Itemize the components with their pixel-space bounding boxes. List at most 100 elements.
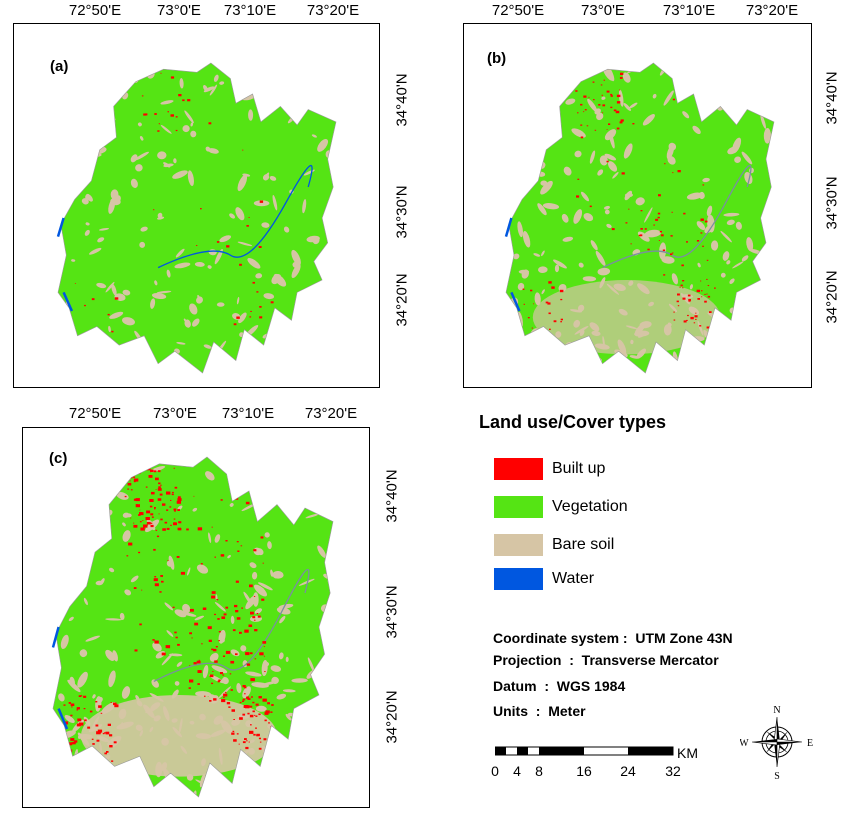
built-up-pixel [177, 643, 180, 646]
built-up-pixel [188, 687, 191, 689]
bare-soil-patch [94, 776, 101, 782]
built-up-pixel [242, 685, 246, 688]
built-up-pixel [100, 712, 103, 714]
built-up-pixel [670, 253, 673, 256]
built-up-pixel [659, 230, 662, 233]
bare-soil-patch [209, 652, 219, 662]
built-up-pixel [540, 340, 544, 344]
built-up-pixel [655, 218, 659, 221]
bare-soil-patch [724, 100, 733, 110]
bare-soil-patch [571, 128, 586, 138]
bare-soil-patch [68, 169, 78, 177]
bare-soil-patch [582, 348, 594, 353]
built-up-pixel [241, 607, 243, 609]
bare-soil-patch [67, 679, 81, 693]
scale-label: 24 [620, 763, 636, 779]
built-up-pixel [189, 679, 194, 683]
built-up-pixel [198, 659, 200, 661]
units-text: Units : Meter [493, 703, 586, 719]
built-up-pixel [68, 702, 71, 704]
bare-soil-patch [288, 786, 300, 795]
bare-soil-patch [97, 237, 105, 243]
built-up-pixel [680, 284, 683, 287]
built-up-pixel [672, 172, 674, 174]
built-up-pixel [250, 678, 255, 682]
bare-soil-patch [139, 70, 145, 75]
bare-soil-patch [58, 693, 65, 702]
bare-soil-patch [710, 240, 719, 251]
built-up-pixel [553, 320, 557, 323]
scale-segment [495, 747, 506, 755]
bare-soil-patch [111, 283, 117, 296]
bare-soil-patch [213, 74, 219, 82]
bare-soil-patch [122, 289, 131, 296]
built-up-pixel [606, 129, 608, 130]
built-up-pixel [245, 705, 250, 709]
bare-soil-patch [319, 768, 331, 777]
built-up-pixel [97, 729, 103, 733]
bare-soil-patch [698, 191, 705, 200]
built-up-pixel [107, 313, 110, 316]
built-up-pixel [149, 505, 153, 508]
built-up-pixel [150, 469, 154, 473]
built-up-pixel [658, 194, 661, 197]
built-up-pixel [155, 529, 158, 531]
bare-soil-patch [266, 762, 281, 770]
built-up-pixel [258, 747, 262, 750]
built-up-pixel [255, 727, 257, 729]
bare-soil-patch [741, 315, 752, 331]
built-up-pixel [531, 327, 533, 329]
built-up-pixel [95, 701, 98, 703]
built-up-pixel [701, 290, 703, 292]
lon-tick: 72°50'E [68, 2, 122, 19]
bare-soil-patch [587, 98, 598, 112]
built-up-pixel [154, 576, 157, 578]
bare-soil-patch [583, 213, 594, 222]
bare-soil-patch [129, 767, 137, 776]
built-up-pixel [253, 733, 256, 736]
bare-soil-patch [139, 135, 144, 141]
bare-soil-patch [278, 316, 283, 331]
bare-soil-patch [174, 681, 180, 686]
built-up-pixel [548, 281, 552, 284]
built-up-pixel [257, 500, 260, 502]
bare-soil-patch [305, 764, 311, 776]
built-up-pixel [683, 320, 687, 323]
bare-soil-patch [176, 341, 186, 345]
bare-soil-patch [314, 294, 323, 301]
built-up-pixel [214, 556, 216, 558]
built-up-pixel [133, 587, 137, 589]
bare-soil-patch [599, 155, 608, 166]
bare-soil-patch [237, 241, 253, 247]
built-up-pixel [177, 498, 182, 501]
built-up-pixel [235, 653, 238, 656]
built-up-pixel [136, 70, 139, 73]
built-up-pixel [559, 289, 564, 293]
district-map [58, 63, 336, 373]
bare-soil-patch [271, 676, 279, 685]
built-up-pixel [575, 90, 578, 92]
bare-soil-patch [310, 355, 323, 364]
built-up-pixel [677, 305, 680, 307]
water-edge [51, 626, 69, 730]
bare-soil-patch [538, 266, 548, 274]
built-up-pixel [577, 112, 579, 114]
built-up-pixel [161, 652, 166, 656]
bare-soil-patch [156, 290, 172, 294]
built-up-pixel [178, 521, 182, 524]
panel-label: (a) [50, 58, 69, 75]
built-up-pixel [525, 340, 529, 342]
bare-soil-patch [590, 240, 598, 251]
built-up-pixel [235, 580, 239, 583]
built-up-pixel [157, 498, 162, 501]
built-up-pixel [530, 289, 533, 292]
built-up-pixel [211, 682, 214, 685]
built-up-pixel [167, 111, 169, 113]
built-up-pixel [137, 466, 141, 469]
built-up-pixel [615, 110, 620, 114]
built-up-pixel [242, 713, 246, 716]
built-up-pixel [160, 72, 162, 74]
bare-soil-patch [86, 769, 97, 779]
built-up-pixel [267, 702, 270, 705]
built-up-pixel [176, 556, 180, 558]
